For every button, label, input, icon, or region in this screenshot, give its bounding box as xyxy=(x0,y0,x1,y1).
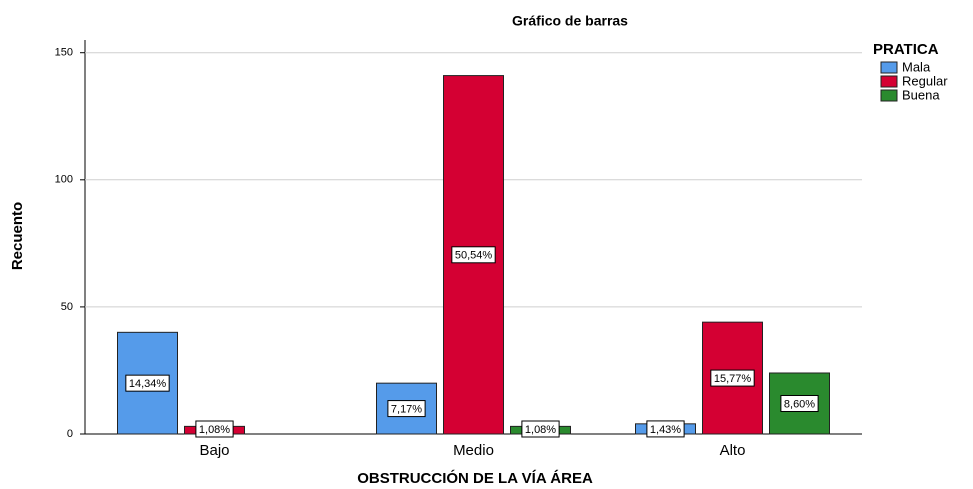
value-label: 15,77% xyxy=(714,373,752,385)
y-tick-label: 100 xyxy=(55,174,73,186)
legend-label: Regular xyxy=(902,73,948,88)
y-axis-label: Recuento xyxy=(9,202,26,270)
legend-swatch xyxy=(880,89,898,102)
value-label: 1,08% xyxy=(525,424,556,436)
legend-title: PRATICA xyxy=(873,41,939,58)
legend-swatch xyxy=(880,61,898,74)
x-tick-label: Medio xyxy=(453,442,494,459)
y-tick-label: 50 xyxy=(61,301,73,313)
value-label: 14,34% xyxy=(129,378,167,390)
value-label-box xyxy=(451,246,496,264)
value-label-box xyxy=(710,369,755,387)
value-label-box xyxy=(646,420,685,438)
value-label: 1,43% xyxy=(650,424,681,436)
y-tick-label: 0 xyxy=(67,428,73,440)
value-label: 7,17% xyxy=(391,403,422,415)
legend-label: Buena xyxy=(902,87,940,102)
x-axis-label: OBSTRUCCIÓN DE LA VÍA ÁREA xyxy=(357,469,593,487)
legend-label: Mala xyxy=(902,59,931,74)
legend-swatch xyxy=(880,75,898,88)
x-tick-label: Bajo xyxy=(199,442,229,459)
value-label: 1,08% xyxy=(199,424,230,436)
value-label-box xyxy=(780,394,819,412)
x-tick-label: Alto xyxy=(720,442,746,459)
value-label: 50,54% xyxy=(455,250,493,262)
value-label-box xyxy=(521,420,560,438)
value-label: 8,60% xyxy=(784,398,815,410)
chart-title: Gráfico de barras xyxy=(512,13,628,29)
value-label-box xyxy=(387,400,426,418)
value-label-box xyxy=(125,374,170,392)
y-tick-label: 150 xyxy=(55,47,73,59)
value-label-box xyxy=(195,420,234,438)
